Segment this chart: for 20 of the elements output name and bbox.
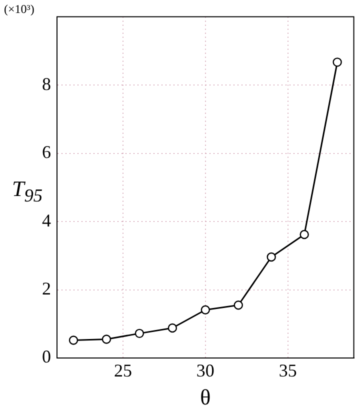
point bbox=[134, 328, 144, 338]
x-tick-label: 35 bbox=[278, 360, 297, 381]
point bbox=[200, 305, 210, 314]
y-tick-label: 8 bbox=[42, 74, 51, 94]
point bbox=[300, 230, 309, 240]
x-tick-label: 25 bbox=[114, 360, 132, 381]
y-tick-label: 4 bbox=[42, 210, 51, 230]
y-tick-label: 2 bbox=[42, 278, 51, 298]
y-tick-label: 0 bbox=[42, 346, 51, 367]
y-tick-label: 6 bbox=[42, 142, 51, 162]
point bbox=[168, 323, 178, 333]
point bbox=[68, 336, 78, 345]
point bbox=[102, 334, 112, 344]
y-axis-title: T$_{95}$ bbox=[12, 176, 43, 206]
text: (×10³) bbox=[4, 2, 34, 17]
x-tick-label: 30 bbox=[196, 360, 214, 381]
point bbox=[266, 252, 276, 262]
x-axis-title: θ bbox=[200, 384, 211, 410]
point bbox=[234, 300, 243, 310]
point bbox=[332, 58, 342, 67]
